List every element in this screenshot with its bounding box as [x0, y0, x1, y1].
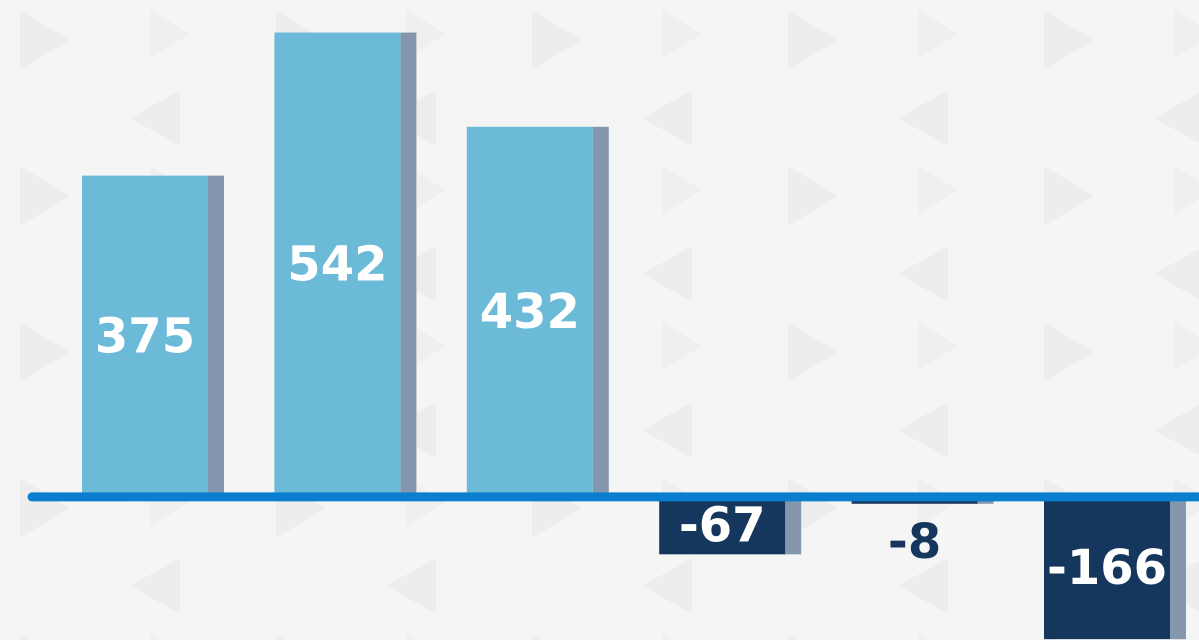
bar — [1044, 496, 1170, 640]
bar-shadow — [592, 126, 609, 497]
bar-shadow — [785, 496, 802, 555]
data-label: 375 — [95, 308, 195, 364]
data-label: -8 — [888, 514, 941, 570]
bar — [274, 32, 401, 497]
bar — [82, 175, 208, 497]
data-label: -67 — [679, 498, 766, 554]
data-label: 542 — [287, 237, 387, 293]
bar-shadow — [1170, 496, 1186, 640]
bar — [466, 126, 593, 497]
bar-shadow — [400, 32, 417, 497]
data-label: -166 — [1047, 540, 1167, 596]
bar — [659, 496, 786, 555]
bar-shadow — [208, 175, 224, 497]
data-label: 432 — [480, 284, 580, 340]
